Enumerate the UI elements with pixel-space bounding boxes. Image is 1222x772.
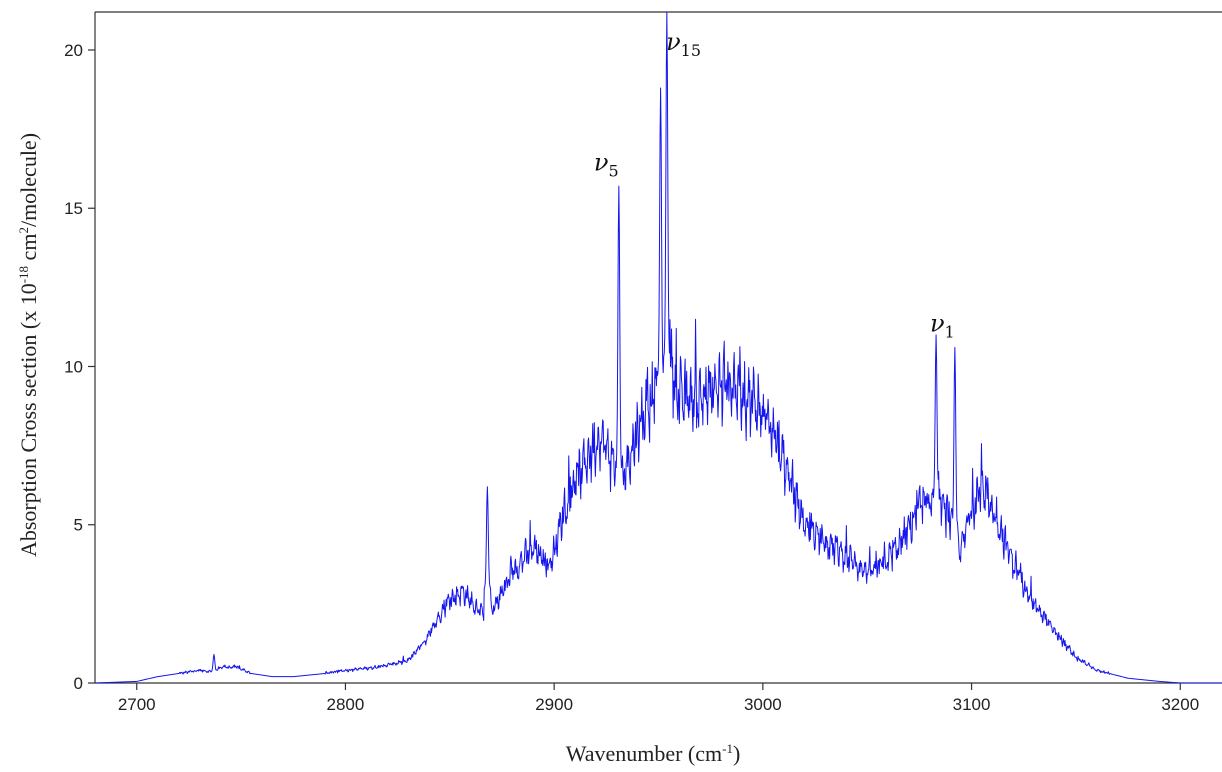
y-tick-label: 5 (74, 516, 83, 535)
y-tick-label: 10 (64, 357, 83, 376)
x-tick-label: 3100 (953, 695, 991, 714)
y-axis-title: Absorption Cross section (x 10-18 cm2/mo… (16, 133, 41, 557)
axis-ticks: 2700 2800 2900 3000 3100 3200 0 5 10 15 20 (64, 41, 1199, 714)
spectrum-series (94, 11, 1222, 684)
peak-annotations: ν5 ν15 ν1 (594, 28, 955, 342)
peak-label: ν1 (930, 310, 955, 342)
x-tick-label: 3200 (1161, 695, 1199, 714)
y-tick-label: 15 (64, 199, 83, 218)
x-tick-label: 3000 (744, 695, 782, 714)
y-tick-label: 20 (64, 41, 83, 60)
y-tick-label: 0 (74, 674, 83, 693)
spectrum-line (94, 11, 1222, 684)
x-axis-title: Wavenumber (cm-1) (566, 741, 741, 766)
x-tick-label: 2700 (118, 695, 156, 714)
peak-label: ν15 (666, 28, 701, 60)
peak-label: ν5 (594, 148, 619, 180)
x-tick-label: 2800 (327, 695, 365, 714)
x-tick-label: 2900 (535, 695, 573, 714)
